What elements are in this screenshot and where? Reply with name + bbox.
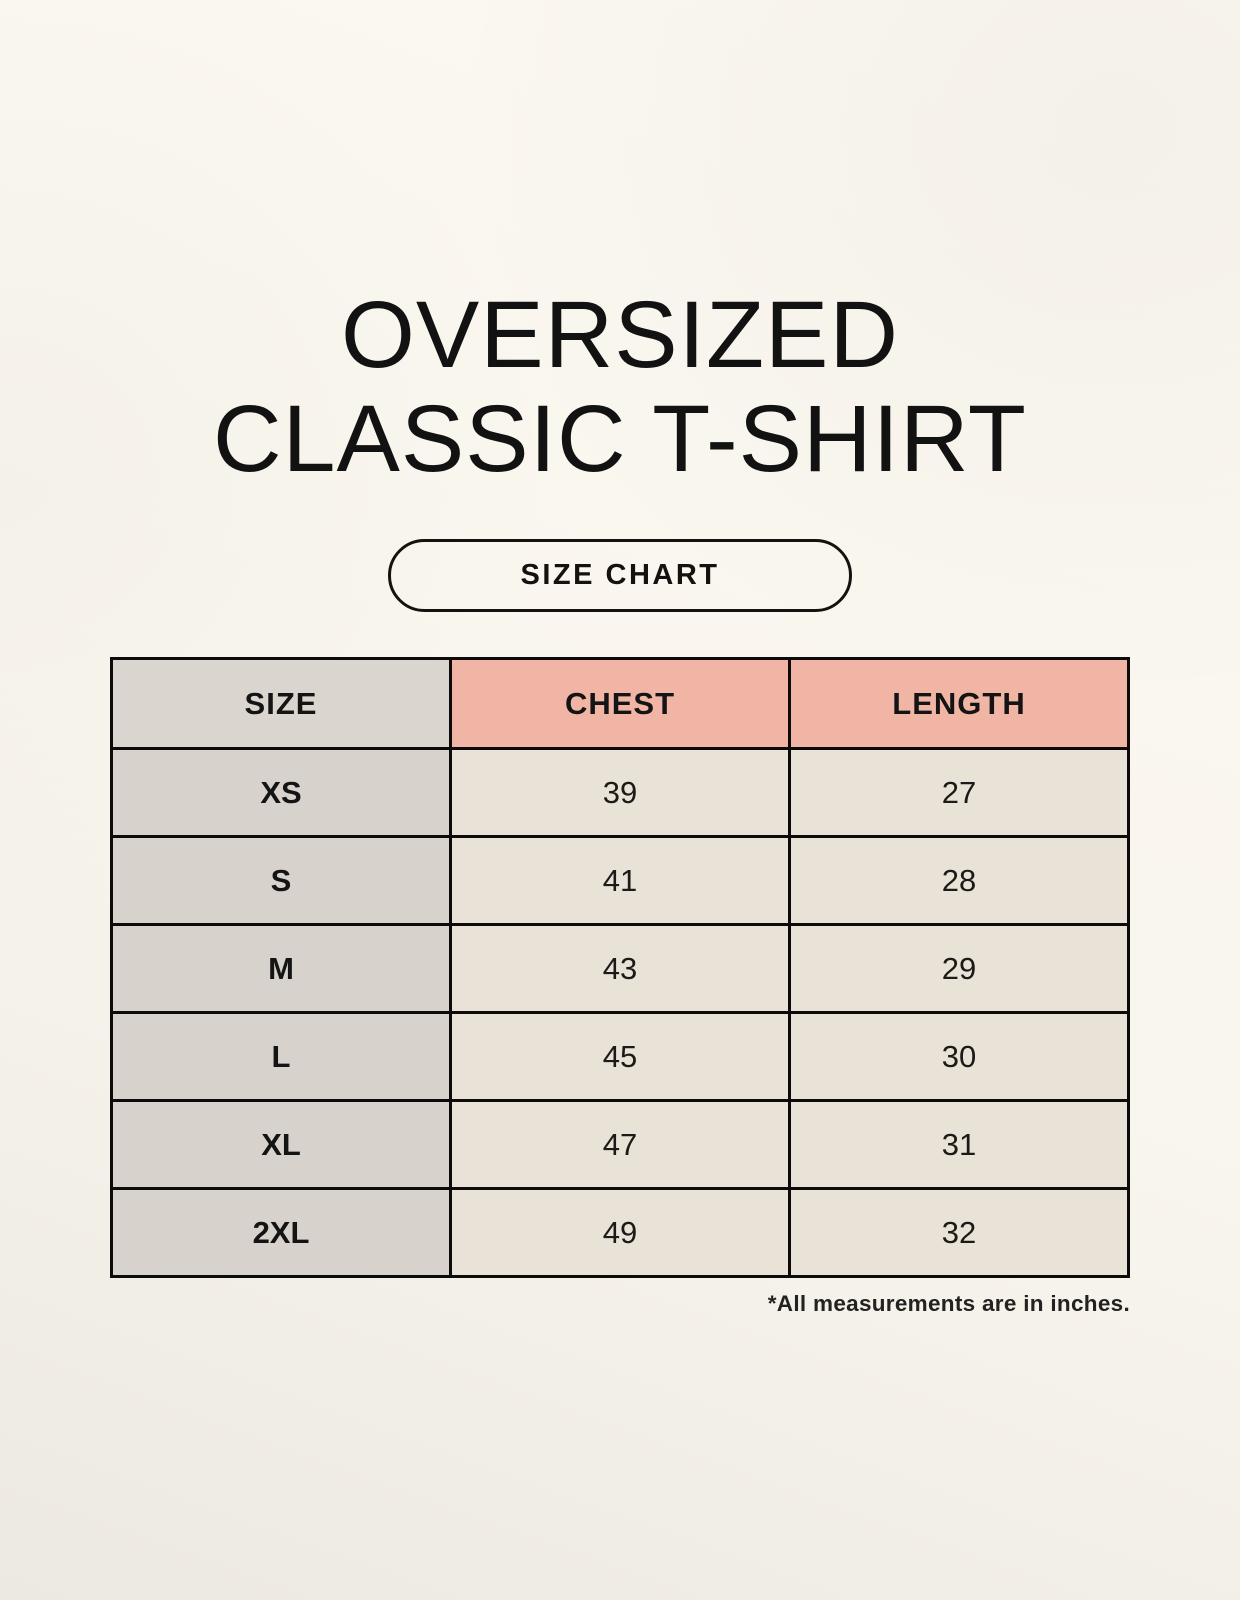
size-chart-table-body: XS 39 27 S 41 28 M 43 29 L 45 30 XL 47 — [110, 747, 1130, 1278]
size-label: 2XL — [110, 1187, 452, 1278]
table-row-s: S 41 28 — [110, 835, 1130, 926]
title-line-2: CLASSIC T-SHIRT — [213, 386, 1027, 492]
chest-value: 47 — [449, 1099, 791, 1190]
chest-value: 49 — [449, 1187, 791, 1278]
size-chart-button[interactable]: SIZE CHART — [388, 539, 852, 612]
size-label: XS — [110, 747, 452, 838]
length-value: 27 — [788, 747, 1130, 838]
table-row-xs: XS 39 27 — [110, 747, 1130, 838]
size-label: S — [110, 835, 452, 926]
size-chart-button-label: SIZE CHART — [520, 559, 720, 591]
column-header-size: SIZE — [110, 657, 452, 750]
title-line-1: OVERSIZED — [341, 282, 899, 388]
page-title: OVERSIZED CLASSIC T-SHIRT — [0, 288, 1240, 487]
length-value: 32 — [788, 1187, 1130, 1278]
size-chart-table-header: SIZE CHEST LENGTH — [110, 657, 1130, 750]
header-row: SIZE CHEST LENGTH — [110, 657, 1130, 750]
table-row-m: M 43 29 — [110, 923, 1130, 1014]
table-row-l: L 45 30 — [110, 1011, 1130, 1102]
chest-value: 43 — [449, 923, 791, 1014]
length-value: 31 — [788, 1099, 1130, 1190]
table-row-xl: XL 47 31 — [110, 1099, 1130, 1190]
length-value: 28 — [788, 835, 1130, 926]
table-row-2xl: 2XL 49 32 — [110, 1187, 1130, 1278]
chest-value: 41 — [449, 835, 791, 926]
size-label: M — [110, 923, 452, 1014]
column-header-length: LENGTH — [788, 657, 1130, 750]
length-value: 30 — [788, 1011, 1130, 1102]
length-value: 29 — [788, 923, 1130, 1014]
size-chart-table: SIZE CHEST LENGTH XS 39 27 S 41 28 M 43 … — [110, 657, 1130, 1278]
chest-value: 39 — [449, 747, 791, 838]
measurements-footnote: *All measurements are in inches. — [767, 1291, 1130, 1316]
size-label: L — [110, 1011, 452, 1102]
column-header-chest: CHEST — [449, 657, 791, 750]
chest-value: 45 — [449, 1011, 791, 1102]
size-label: XL — [110, 1099, 452, 1190]
